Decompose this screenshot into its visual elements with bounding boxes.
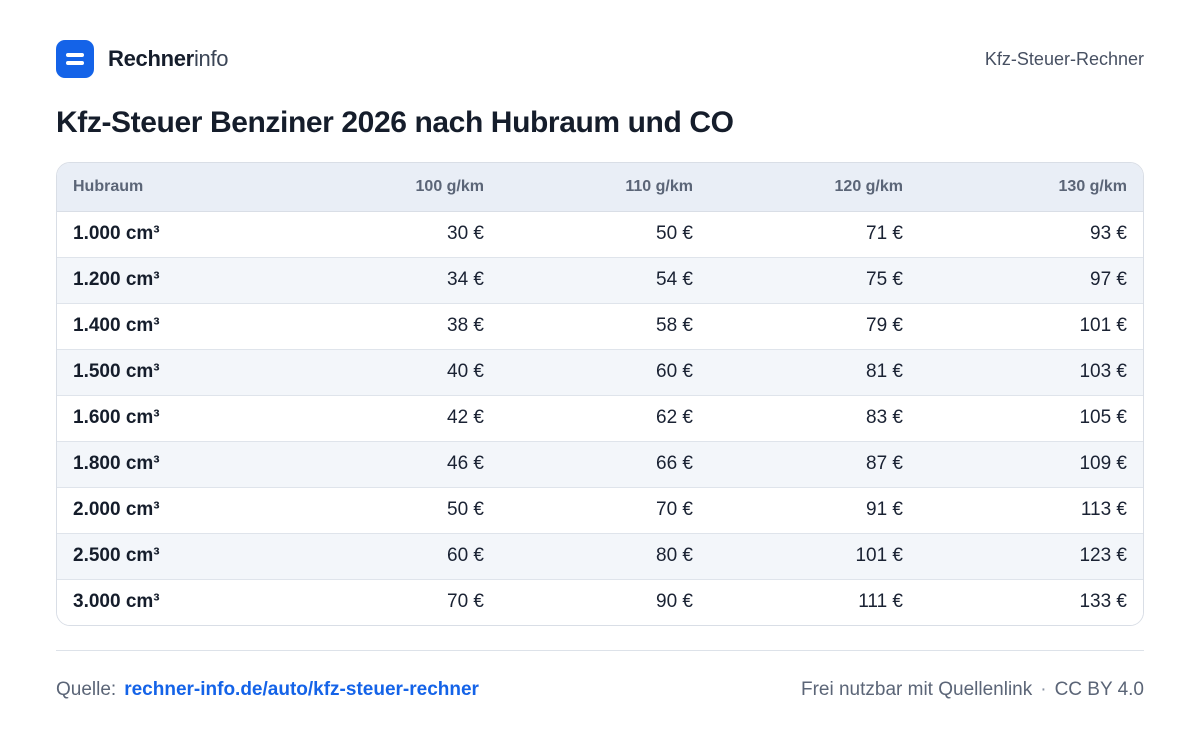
table-row: 1.200 cm³ 34 € 54 € 75 € 97 €	[57, 257, 1143, 304]
table-cell: 80 €	[500, 533, 709, 580]
table-cell: 30 €	[290, 211, 500, 258]
table-cell: 81 €	[709, 349, 919, 396]
column-header-100: 100 g/km	[290, 163, 500, 212]
footer: Quelle: rechner-info.de/auto/kfz-steuer-r…	[56, 676, 1144, 704]
table-cell: 66 €	[500, 441, 709, 488]
table-cell: 75 €	[709, 257, 919, 304]
table-row: 1.400 cm³ 38 € 58 € 79 € 101 €	[57, 303, 1143, 350]
table-cell: 34 €	[290, 257, 500, 304]
license-info: Frei nutzbar mit Quellenlink · CC BY 4.0	[801, 679, 1144, 701]
table-cell: 101 €	[919, 303, 1143, 350]
table-cell: 50 €	[290, 487, 500, 534]
row-label: 1.200 cm³	[57, 257, 290, 304]
row-label: 2.000 cm³	[57, 487, 290, 534]
table-cell: 133 €	[1079, 591, 1127, 613]
table-cell: 105 €	[919, 395, 1143, 442]
table-cell: 90 €	[656, 591, 693, 613]
table-header-row: Hubraum 100 g/km 110 g/km 120 g/km 130 g…	[57, 163, 1143, 212]
table-cell: 111 €	[858, 591, 903, 613]
table-cell: 71 €	[709, 211, 919, 258]
table-cell: 54 €	[500, 257, 709, 304]
header: Rechnerinfo Kfz-Steuer-Rechner	[56, 40, 1144, 78]
row-label: 2.500 cm³	[57, 533, 290, 580]
table-row: 1.500 cm³ 40 € 60 € 81 € 103 €	[57, 349, 1143, 396]
table-cell: 91 €	[709, 487, 919, 534]
header-calculator-label: Kfz-Steuer-Rechner	[984, 48, 1144, 69]
tax-table: Hubraum 100 g/km 110 g/km 120 g/km 130 g…	[57, 163, 1143, 625]
column-header-hubraum: Hubraum	[57, 163, 290, 212]
table-cell: 93 €	[919, 211, 1143, 258]
source-label: Quelle:	[56, 679, 117, 700]
brand-name: Rechnerinfo	[108, 46, 229, 72]
table-row: 1.000 cm³ 30 € 50 € 71 € 93 €	[57, 211, 1143, 258]
license-text: Frei nutzbar mit Quellenlink	[800, 679, 1033, 700]
table-cell: 101 €	[709, 533, 919, 580]
table-cell: 58 €	[500, 303, 709, 350]
table-cell: 60 €	[290, 533, 500, 580]
table-cell: 109 €	[919, 441, 1143, 488]
column-header-110: 110 g/km	[500, 163, 709, 212]
footer-divider	[56, 650, 1144, 651]
row-label: 3.000 cm³	[73, 591, 160, 613]
tax-table-container: Hubraum 100 g/km 110 g/km 120 g/km 130 g…	[56, 162, 1144, 626]
table-cell: 40 €	[290, 349, 500, 396]
table-cell: 97 €	[919, 257, 1143, 304]
table-cell: 113 €	[919, 487, 1143, 534]
table-cell: 62 €	[500, 395, 709, 442]
license-badge: CC BY 4.0	[1054, 679, 1144, 700]
brand[interactable]: Rechnerinfo	[56, 40, 229, 78]
table-cell: 79 €	[709, 303, 919, 350]
brand-name-light: info	[193, 46, 229, 71]
table-cell: 103 €	[919, 349, 1143, 396]
table-cell: 42 €	[290, 395, 500, 442]
source: Quelle: rechner-info.de/auto/kfz-steuer-r…	[56, 679, 479, 701]
column-header-130: 130 g/km	[919, 163, 1143, 212]
source-link[interactable]: rechner-info.de/auto/kfz-steuer-rechner	[124, 679, 479, 700]
separator: ·	[1040, 679, 1047, 700]
table-row: 2.500 cm³ 60 € 80 € 101 € 123 €	[57, 533, 1143, 580]
table-cell: 38 €	[290, 303, 500, 350]
equals-icon	[56, 40, 94, 78]
brand-name-strong: Rechner	[108, 46, 194, 71]
row-label: 1.600 cm³	[57, 395, 290, 442]
row-label: 1.400 cm³	[57, 303, 290, 350]
table-row: 1.600 cm³ 42 € 62 € 83 € 105 €	[57, 395, 1143, 442]
table-cell: 123 €	[919, 533, 1143, 580]
table-cell: 50 €	[500, 211, 709, 258]
table-cell: 60 €	[500, 349, 709, 396]
table-cell: 83 €	[709, 395, 919, 442]
table-cell: 70 €	[500, 487, 709, 534]
table-cell: 70 €	[447, 591, 484, 613]
table-row: 1.800 cm³ 46 € 66 € 87 € 109 €	[57, 441, 1143, 488]
table-row: 2.000 cm³ 50 € 70 € 91 € 113 €	[57, 487, 1143, 534]
column-header-120: 120 g/km	[709, 163, 919, 212]
page-title: Kfz-Steuer Benziner 2026 nach Hubraum un…	[56, 106, 734, 139]
table-cell: 46 €	[290, 441, 500, 488]
row-label: 1.800 cm³	[57, 441, 290, 488]
table-row: 3.000 cm³ 70 € 90 € 111 € 133 €	[57, 579, 1143, 625]
row-label: 1.000 cm³	[57, 211, 290, 258]
row-label: 1.500 cm³	[57, 349, 290, 396]
table-cell: 87 €	[709, 441, 919, 488]
